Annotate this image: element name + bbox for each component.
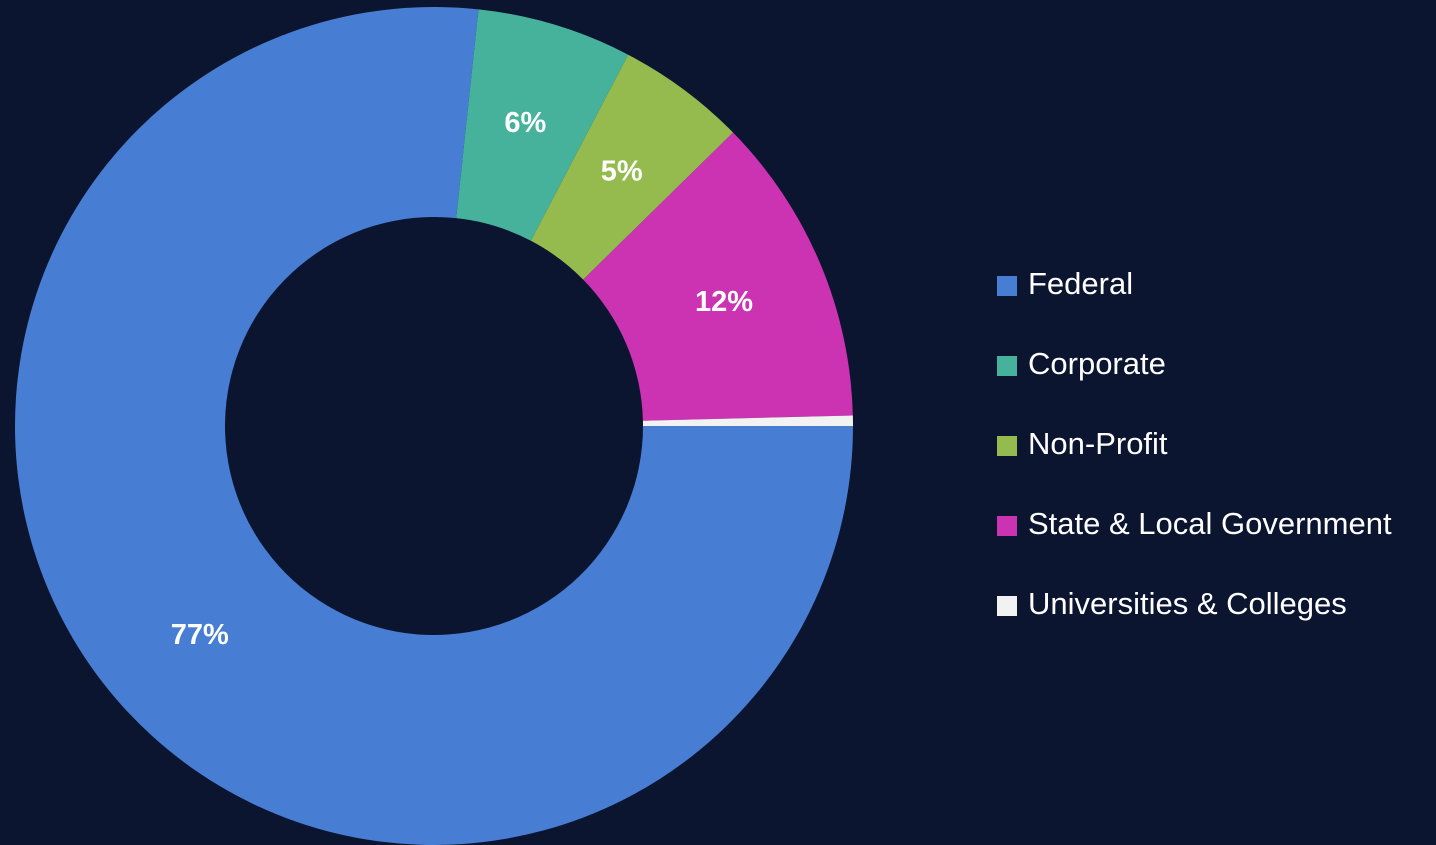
data-label: 6%: [504, 107, 546, 139]
legend-swatch: [997, 436, 1017, 456]
legend-swatch: [997, 596, 1017, 616]
donut-slice: [530, 54, 734, 280]
data-label: 12%: [695, 286, 753, 318]
donut-slice: [642, 415, 853, 426]
legend-label: Corporate: [1028, 346, 1166, 381]
legend-label: State & Local Government: [1028, 506, 1392, 541]
legend-label: Universities & Colleges: [1028, 586, 1347, 621]
legend-swatch: [997, 276, 1017, 296]
legend-swatch: [997, 516, 1017, 536]
data-label: 77%: [171, 619, 229, 651]
donut-slice: [456, 9, 629, 241]
donut-slice: [14, 6, 853, 845]
legend-label: Non-Profit: [1028, 426, 1168, 461]
legend-swatch: [997, 356, 1017, 376]
legend-label: Federal: [1028, 266, 1133, 301]
data-label: 5%: [601, 156, 643, 188]
donut-slice: [583, 132, 853, 421]
